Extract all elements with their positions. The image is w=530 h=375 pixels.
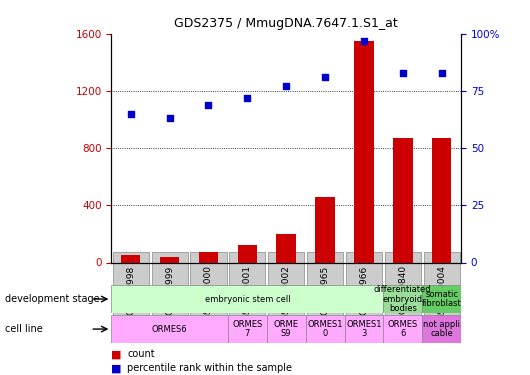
Text: percentile rank within the sample: percentile rank within the sample — [127, 363, 292, 373]
Text: ORMES
6: ORMES 6 — [387, 320, 418, 338]
Text: ORMES1
3: ORMES1 3 — [346, 320, 382, 338]
Text: differentiated
embryoid
bodies: differentiated embryoid bodies — [374, 285, 431, 313]
Point — [321, 74, 329, 80]
Text: embryonic stem cell: embryonic stem cell — [205, 295, 290, 304]
Point — [165, 116, 174, 122]
Bar — [393, 138, 412, 262]
Point — [127, 111, 135, 117]
Bar — [111, 315, 228, 343]
Bar — [383, 315, 422, 343]
Bar — [267, 315, 306, 343]
Bar — [237, 245, 257, 262]
Text: ORMES6: ORMES6 — [152, 324, 188, 334]
Point — [282, 83, 290, 89]
Bar — [422, 315, 461, 343]
Text: not appli
cable: not appli cable — [423, 320, 460, 338]
Bar — [199, 252, 218, 262]
Bar — [111, 285, 383, 313]
Bar — [277, 234, 296, 262]
Text: cell line: cell line — [5, 324, 43, 334]
Point — [360, 38, 368, 44]
Text: somatic
fibroblast: somatic fibroblast — [422, 290, 462, 308]
Text: development stage: development stage — [5, 294, 100, 304]
Point — [437, 70, 446, 76]
Bar — [228, 315, 267, 343]
Bar — [354, 41, 374, 262]
Text: ORME
S9: ORME S9 — [273, 320, 299, 338]
Text: ORMES1
0: ORMES1 0 — [307, 320, 343, 338]
Text: ■: ■ — [111, 363, 122, 373]
Bar — [306, 315, 345, 343]
Bar — [315, 197, 335, 262]
Point — [204, 102, 213, 108]
Text: count: count — [127, 350, 155, 359]
Bar — [422, 285, 461, 313]
Bar — [121, 255, 140, 262]
Bar — [432, 138, 452, 262]
Text: ORMES
7: ORMES 7 — [232, 320, 262, 338]
Point — [399, 70, 407, 76]
Bar — [160, 257, 179, 262]
Bar — [344, 315, 383, 343]
Point — [243, 95, 252, 101]
Text: ■: ■ — [111, 350, 122, 359]
Bar — [383, 285, 422, 313]
Title: GDS2375 / MmugDNA.7647.1.S1_at: GDS2375 / MmugDNA.7647.1.S1_at — [174, 17, 398, 30]
